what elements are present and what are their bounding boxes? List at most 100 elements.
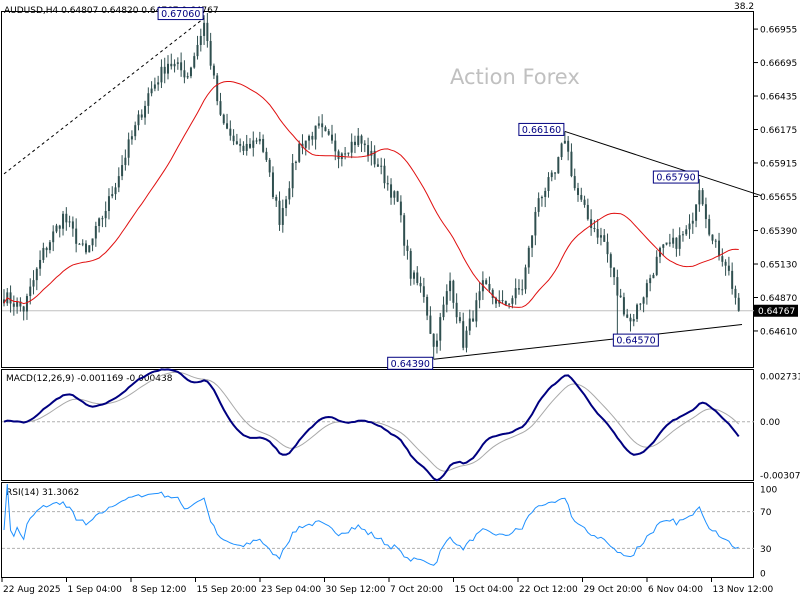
candle-body bbox=[701, 190, 704, 205]
candle-body bbox=[429, 315, 432, 334]
candle-body bbox=[432, 333, 435, 347]
candle-body bbox=[98, 218, 101, 227]
candle bbox=[219, 92, 222, 116]
candle-body bbox=[668, 242, 671, 244]
candle bbox=[527, 245, 530, 274]
candle bbox=[55, 223, 58, 234]
candle-body bbox=[88, 245, 91, 253]
candle-body bbox=[107, 196, 110, 211]
candle bbox=[203, 15, 206, 45]
candle-body bbox=[3, 299, 5, 304]
candle-body bbox=[636, 304, 639, 320]
candle bbox=[209, 32, 212, 70]
candle bbox=[695, 204, 698, 228]
price-pane: 0.67060 0.66160 0.65790 0.64570 0.64390 bbox=[2, 7, 762, 370]
candle-body bbox=[714, 240, 717, 242]
candle bbox=[249, 138, 251, 149]
candle-body bbox=[42, 247, 45, 260]
candle-body bbox=[504, 301, 507, 305]
candle-body bbox=[452, 280, 455, 303]
candle bbox=[206, 13, 209, 48]
candle-body bbox=[685, 229, 688, 235]
candle-body bbox=[288, 188, 291, 200]
candle bbox=[403, 212, 406, 256]
candle-body bbox=[271, 172, 274, 198]
candle-body bbox=[19, 301, 22, 307]
candle-body bbox=[337, 151, 340, 159]
macd-main-line bbox=[3, 368, 740, 482]
candle bbox=[32, 270, 35, 295]
candle-body bbox=[52, 231, 55, 243]
candle-body bbox=[301, 143, 304, 148]
candle-body bbox=[173, 63, 176, 67]
candle bbox=[153, 77, 156, 92]
candle-body bbox=[442, 304, 445, 318]
x-tick-label: 15 Sep 20:00 bbox=[197, 585, 257, 595]
candle bbox=[475, 292, 478, 328]
candle bbox=[6, 288, 9, 306]
candle bbox=[662, 243, 665, 256]
x-tick-label: 7 Oct 20:00 bbox=[390, 585, 443, 595]
candle-body bbox=[413, 272, 415, 279]
candle bbox=[567, 136, 570, 161]
x-tick-label: 22 Oct 12:00 bbox=[519, 585, 578, 595]
candle-body bbox=[570, 151, 573, 177]
candle bbox=[439, 312, 442, 351]
candle bbox=[94, 221, 97, 247]
candle bbox=[363, 140, 366, 153]
candle bbox=[724, 259, 727, 276]
candle bbox=[265, 147, 268, 162]
candle bbox=[71, 216, 74, 237]
candle-body bbox=[347, 152, 350, 154]
candle-body bbox=[727, 265, 730, 271]
candle-body bbox=[580, 194, 583, 200]
candle-body bbox=[45, 247, 48, 251]
candle bbox=[167, 55, 169, 80]
macd-tick-label: 0.002731 bbox=[760, 373, 800, 383]
candle-body bbox=[731, 270, 734, 289]
candle bbox=[48, 240, 51, 254]
candle bbox=[180, 52, 183, 77]
candle-body bbox=[645, 283, 648, 298]
rsi-pane-frame bbox=[1, 482, 754, 578]
annotation-label: 0.67060 bbox=[161, 9, 200, 20]
candle bbox=[737, 293, 740, 312]
candle bbox=[157, 75, 160, 91]
x-tick-label: 15 Oct 04:00 bbox=[455, 585, 514, 595]
annotation-label: 0.65790 bbox=[656, 173, 695, 184]
candle bbox=[317, 116, 320, 129]
candle-body bbox=[304, 140, 307, 148]
candle-body bbox=[308, 135, 311, 141]
candle bbox=[353, 135, 356, 154]
candle bbox=[609, 252, 612, 278]
candle bbox=[173, 59, 176, 73]
candle-body bbox=[232, 135, 235, 142]
x-tick-label: 13 Nov 12:00 bbox=[713, 585, 774, 595]
candle-body bbox=[229, 128, 232, 136]
candle-body bbox=[258, 138, 261, 142]
candle-body bbox=[708, 219, 711, 235]
candle bbox=[304, 140, 307, 156]
candle bbox=[226, 113, 229, 130]
candle bbox=[399, 195, 402, 223]
candle-body bbox=[130, 136, 133, 140]
candle bbox=[45, 246, 48, 258]
candle-body bbox=[396, 191, 399, 202]
candle-body bbox=[609, 254, 612, 268]
candle bbox=[462, 312, 465, 351]
candle bbox=[127, 132, 130, 166]
candle-body bbox=[567, 140, 570, 152]
candle-body bbox=[265, 151, 268, 160]
candle-body bbox=[163, 66, 166, 74]
candle bbox=[262, 134, 265, 154]
candle-body bbox=[495, 297, 497, 304]
candle bbox=[288, 181, 291, 205]
candle-body bbox=[32, 280, 35, 287]
candle bbox=[393, 190, 396, 205]
candle bbox=[668, 233, 671, 247]
candle-body bbox=[22, 306, 25, 312]
candle bbox=[711, 234, 714, 245]
candle bbox=[685, 225, 688, 236]
candle bbox=[727, 256, 730, 276]
